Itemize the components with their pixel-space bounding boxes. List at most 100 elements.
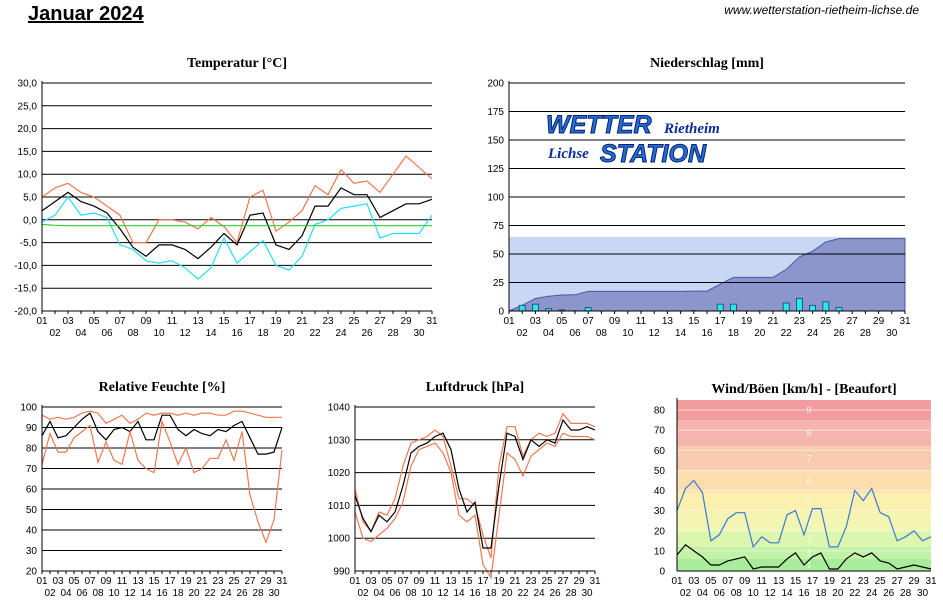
x-tick-label: 08 <box>731 588 743 599</box>
y-tick-label: 40 <box>654 486 666 497</box>
y-tick-label: 0 <box>498 307 504 318</box>
y-tick-label: 30 <box>26 546 38 557</box>
x-tick-label: 10 <box>748 588 760 599</box>
y-tick-label: 50 <box>26 505 38 516</box>
x-tick-label: 05 <box>68 576 80 587</box>
x-tick-label: 06 <box>389 588 401 599</box>
x-tick-label: 31 <box>589 576 601 587</box>
chart-title: Wind/Böen [km/h] - [Beaufort] <box>711 382 896 397</box>
y-tick-label: 990 <box>333 567 350 578</box>
x-tick-label: 13 <box>192 316 204 327</box>
x-tick-label: 15 <box>461 576 473 587</box>
x-tick-label: 14 <box>782 588 794 599</box>
x-tick-label: 19 <box>824 576 836 587</box>
y-tick-label: 30 <box>654 506 666 517</box>
x-tick-label: 06 <box>714 588 726 599</box>
y-tick-label: 1000 <box>328 534 351 545</box>
y-tick-label: 0,0 <box>23 215 37 226</box>
x-tick-label: 22 <box>204 588 216 599</box>
x-tick-label: 26 <box>549 588 561 599</box>
series-line-0 <box>676 479 932 549</box>
x-tick-label: 20 <box>283 328 295 339</box>
y-tick-label: 150 <box>487 136 504 147</box>
x-tick-label: 04 <box>543 328 555 339</box>
x-tick-label: 14 <box>453 588 465 599</box>
cumulative-area <box>508 238 906 312</box>
x-tick-label: 25 <box>228 576 240 587</box>
x-tick-label: 23 <box>212 576 224 587</box>
x-tick-label: 27 <box>244 576 256 587</box>
chart-title: Relative Feuchte [%] <box>99 380 226 395</box>
beaufort-label: 8 <box>807 428 812 438</box>
x-tick-label: 19 <box>741 316 753 327</box>
x-tick-label: 30 <box>581 588 593 599</box>
x-tick-label: 22 <box>309 328 321 339</box>
x-tick-label: 01 <box>671 576 683 587</box>
logo-word-lichse: Lichse <box>547 146 589 162</box>
x-tick-label: 07 <box>583 316 595 327</box>
x-tick-label: 17 <box>715 316 727 327</box>
daily-bar <box>782 302 790 312</box>
x-tick-label: 23 <box>525 576 537 587</box>
x-tick-label: 12 <box>179 328 191 339</box>
beaufort-label: 1 <box>807 560 812 570</box>
temperature-chart: Temperatur [°C] 30,0 25,0 20,0 15,0 10,0 5,0 0,… <box>14 56 438 339</box>
y-tick-label: 10 <box>654 546 666 557</box>
x-tick-label: 09 <box>100 576 112 587</box>
x-tick-label: 22 <box>849 588 861 599</box>
x-tick-label: 09 <box>609 316 621 327</box>
x-tick-label: 18 <box>172 588 184 599</box>
x-tick-label: 24 <box>220 588 232 599</box>
x-tick-label: 16 <box>231 328 243 339</box>
x-tick-label: 26 <box>236 588 248 599</box>
y-tick-label: 1020 <box>328 468 351 479</box>
daily-bar <box>822 301 830 312</box>
logo-word-wetter: WETTER <box>546 111 652 139</box>
y-tick-label: 0 <box>659 567 665 578</box>
x-tick-label: 29 <box>573 576 585 587</box>
y-tick-label: 30,0 <box>18 79 38 90</box>
y-tick-label: 70 <box>26 464 38 475</box>
series-line-0 <box>41 155 433 244</box>
x-tick-label: 06 <box>569 328 581 339</box>
x-tick-label: 16 <box>156 588 168 599</box>
chart-title: Niederschlag [mm] <box>650 56 764 71</box>
x-tick-label: 11 <box>636 316 647 327</box>
beaufort-label: 4 <box>807 517 812 527</box>
y-tick-label: 40 <box>26 526 38 537</box>
y-tick-label: 5,0 <box>23 193 37 204</box>
x-tick-label: 28 <box>860 328 872 339</box>
x-tick-label: 05 <box>381 576 393 587</box>
x-tick-label: 16 <box>469 588 481 599</box>
x-tick-label: 19 <box>493 576 505 587</box>
y-tick-label: 50 <box>493 250 505 261</box>
x-tick-label: 02 <box>49 328 61 339</box>
x-tick-label: 30 <box>413 328 425 339</box>
x-tick-label: 28 <box>252 588 264 599</box>
x-tick-label: 25 <box>875 576 887 587</box>
x-tick-label: 04 <box>60 588 72 599</box>
x-tick-label: 19 <box>270 316 282 327</box>
daily-bar <box>716 303 724 312</box>
x-tick-label: 05 <box>88 316 100 327</box>
beaufort-band <box>677 446 931 471</box>
x-tick-label: 25 <box>820 316 832 327</box>
series-line-2 <box>354 432 596 580</box>
x-tick-label: 31 <box>899 316 911 327</box>
x-tick-label: 20 <box>188 588 200 599</box>
x-tick-label: 19 <box>180 576 192 587</box>
x-tick-label: 26 <box>833 328 845 339</box>
daily-bar <box>518 304 526 312</box>
x-tick-label: 15 <box>218 316 230 327</box>
x-tick-label: 01 <box>503 316 515 327</box>
y-tick-label: 60 <box>26 485 38 496</box>
x-tick-label: 28 <box>565 588 577 599</box>
x-tick-label: 18 <box>728 328 740 339</box>
x-tick-label: 07 <box>397 576 409 587</box>
x-tick-label: 08 <box>92 588 104 599</box>
daily-bar <box>532 303 539 312</box>
y-tick-label: 175 <box>487 107 504 118</box>
x-tick-label: 27 <box>847 316 859 327</box>
daily-bar <box>835 307 843 312</box>
